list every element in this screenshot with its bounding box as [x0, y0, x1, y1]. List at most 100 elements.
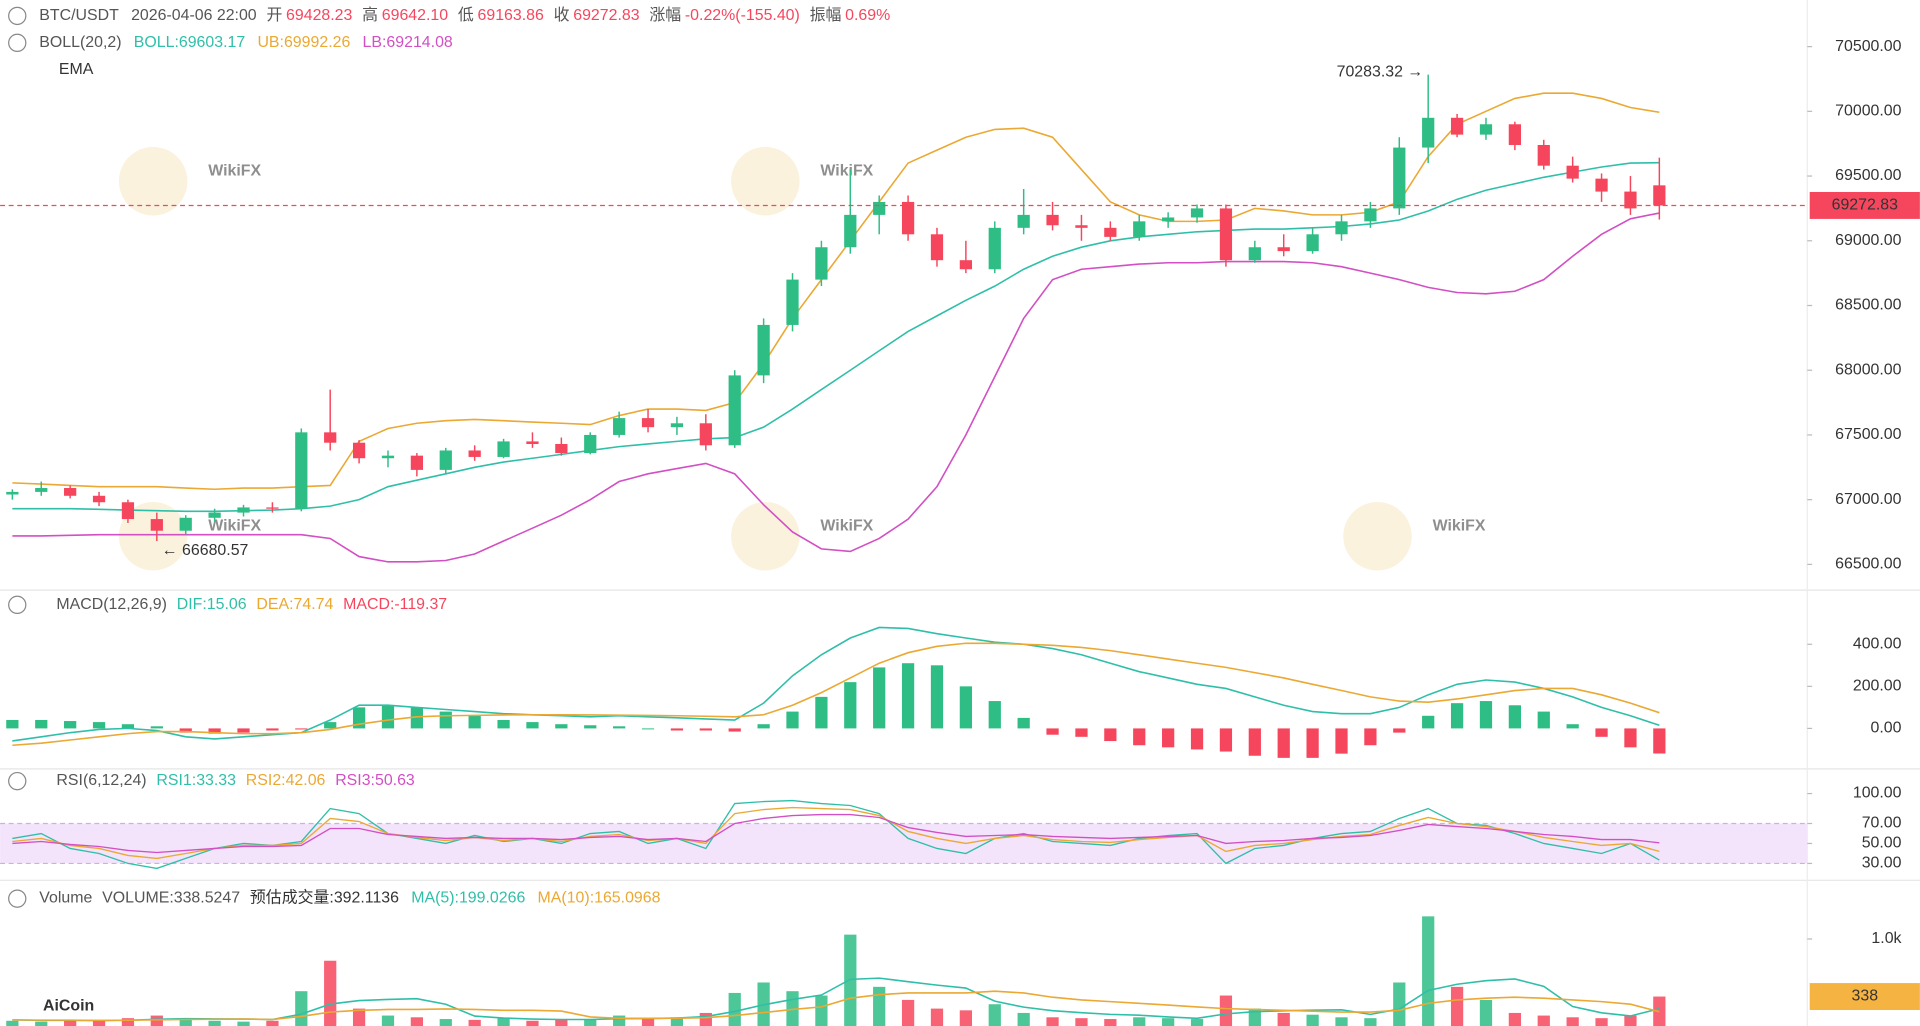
candle-body: [324, 432, 337, 443]
legend-entry: DEA:74.74: [256, 596, 333, 613]
volume-bar: [1624, 1015, 1637, 1026]
macd-bar: [381, 705, 395, 729]
collapse-icon: [8, 889, 27, 908]
watermark: WikiFX: [820, 518, 873, 535]
candle-body: [641, 418, 655, 428]
legend-entry: LB:69214.08: [363, 34, 453, 51]
y-tick-label: 0.00: [1871, 720, 1902, 737]
volume-tag: [1809, 983, 1920, 1011]
candle-body: [670, 423, 684, 428]
watermark-logo: [118, 146, 188, 216]
y-tick-label: 50.00: [1862, 835, 1902, 852]
macd-bar: [555, 724, 568, 729]
candle-body: [1162, 217, 1175, 222]
volume-bar: [1595, 1018, 1608, 1026]
candle-body: [555, 443, 568, 454]
volume-bar: [1508, 1012, 1521, 1026]
y-tick-label: 200.00: [1853, 678, 1902, 695]
y-tick-label: 70500.00: [1835, 38, 1901, 55]
macd-bar: [179, 728, 192, 733]
legend-entry: RSI3:50.63: [335, 772, 415, 789]
macd-bar: [526, 722, 539, 729]
candle-body: [1566, 165, 1579, 179]
macd-bar: [1393, 728, 1406, 733]
volume-bar: [1422, 916, 1435, 1026]
volume-bar: [1277, 1012, 1290, 1026]
macd-bar: [613, 726, 626, 729]
title: RSI(6,12,24): [56, 772, 146, 789]
candle-body: [1248, 247, 1261, 261]
volume-bar: [121, 1018, 135, 1026]
candle-body: [1479, 124, 1493, 135]
macd-bar: [64, 721, 77, 729]
boll-line: [12, 92, 1660, 491]
volume-bar: [1248, 1008, 1261, 1026]
volume-bar: [208, 1020, 221, 1026]
macd-bar: [873, 667, 886, 729]
volume-bar: [1104, 1019, 1117, 1026]
macd-bar: [6, 719, 19, 729]
macd-bar: [728, 728, 741, 732]
y-tick-label: 30.00: [1862, 855, 1902, 872]
volume-bar: [352, 1008, 366, 1026]
volume-bar: [1393, 982, 1406, 1026]
macd-bar: [1450, 703, 1464, 729]
field-value: 0.69%: [845, 7, 890, 24]
candle-body: [1653, 185, 1666, 206]
candle-body: [179, 517, 192, 531]
volume-bar: [1537, 1015, 1550, 1026]
watermark-logo: [731, 146, 800, 216]
volume-bar: [728, 992, 741, 1026]
macd-bar: [1364, 728, 1377, 746]
candle-body: [1537, 144, 1550, 166]
macd-bar: [1653, 728, 1666, 754]
macd-bar: [1624, 728, 1637, 748]
volume-bar: [641, 1018, 655, 1026]
volume-bar: [35, 1021, 48, 1026]
legend-entry: MA(10):165.0968: [538, 890, 661, 907]
candle-body: [959, 260, 972, 270]
candle-body: [584, 434, 597, 454]
macd-bar: [1162, 728, 1175, 748]
plot: 66500.00 67000.00 67500.00 68000.00 68500.00…: [0, 38, 1920, 1026]
macd-bar: [1046, 728, 1059, 735]
volume-bar: [1075, 1018, 1088, 1026]
candle-body: [844, 214, 857, 248]
y-tick-label: 100.00: [1853, 785, 1902, 802]
volume-bar: [410, 1017, 424, 1026]
watermark: WikiFX: [820, 163, 873, 180]
candle-body: [526, 441, 539, 444]
macd-bar: [641, 728, 655, 730]
macd-line: [12, 642, 1660, 747]
volume-bar: [901, 999, 915, 1026]
candle-body: [35, 488, 48, 492]
macd-bar: [1537, 711, 1550, 729]
candle-body: [1219, 208, 1233, 261]
y-tick-label: 1.0k: [1871, 930, 1901, 947]
volume-bar: [1219, 995, 1233, 1026]
y-tick-label: 68000.00: [1835, 361, 1901, 378]
legend: MACD(12,26,9) DIF:15.06 DEA:74.74 MACD:-119…: [56, 596, 447, 613]
volume-bar: [930, 1008, 944, 1026]
candle-body: [1364, 208, 1377, 222]
field-label: 开: [266, 7, 282, 24]
candle-body: [873, 201, 886, 215]
volume-bar: [613, 1015, 626, 1026]
title: Volume: [39, 890, 92, 907]
volume-bar: [873, 986, 886, 1026]
header: BTC/USDT 2026-04-06 22:00 开 69428.23 高 69642.…: [39, 6, 890, 24]
macd-bar: [959, 686, 972, 729]
y-tick-label: 69000.00: [1835, 232, 1901, 249]
volume-bar: [64, 1019, 77, 1026]
volume-bar: [1566, 1017, 1579, 1026]
y-tick-label: 70.00: [1862, 815, 1902, 832]
candle-body: [410, 455, 424, 470]
watermark: WikiFX: [208, 518, 261, 535]
volume-bar: [555, 1019, 568, 1026]
macd-bar: [1075, 728, 1088, 737]
field-value: -0.22%(-155.40): [685, 7, 800, 24]
macd-bar: [1306, 728, 1319, 758]
y-tick-label: 69500.00: [1835, 167, 1901, 184]
candle-body: [757, 324, 770, 376]
